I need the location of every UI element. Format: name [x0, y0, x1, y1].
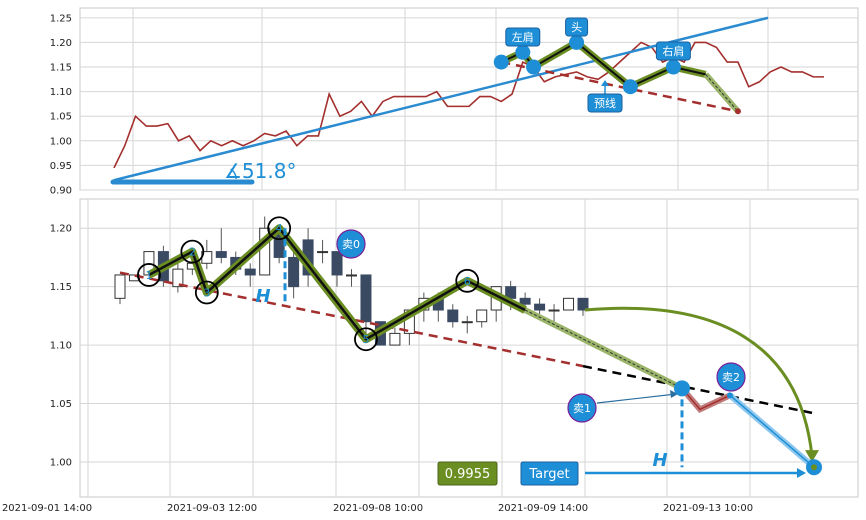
candle-body [346, 274, 357, 277]
candle-body [577, 297, 589, 311]
target-badge-box [520, 461, 579, 486]
h-label-left: H [255, 286, 270, 307]
h-label-right: H [652, 450, 667, 471]
top-y-tick-label: 1.00 [50, 136, 72, 147]
pivot-label: 1 [145, 269, 152, 282]
candle-body [317, 251, 329, 254]
top-target-dot [734, 108, 741, 115]
candle-body [389, 332, 401, 346]
label-left-shoulder: 左肩 [512, 30, 534, 44]
pivot-label: 2 [189, 246, 196, 259]
sell-marker-1: 卖1 [573, 402, 591, 415]
sell-marker-1-circle [567, 393, 597, 423]
target-badge: Target [528, 467, 569, 482]
price-badge-box [437, 461, 498, 486]
sell-marker-2: 卖2 [722, 371, 740, 384]
bottom-y-tick-label: 1.10 [50, 341, 72, 352]
bottom-y-tick-label: 1.20 [50, 224, 72, 235]
label-right-shoulder-box [655, 41, 691, 61]
projection-green-dash [524, 309, 683, 389]
candle-body [476, 309, 488, 323]
candle-body [215, 251, 227, 258]
candle-body [288, 256, 300, 288]
top-y-tick-label: 0.90 [50, 186, 72, 197]
top-y-tick-label: 1.05 [50, 112, 72, 123]
top-neckline [501, 60, 739, 113]
top-pattern-dot [665, 59, 681, 75]
bottom-y-tick-label: 1.15 [50, 282, 72, 293]
target-dot-center [811, 464, 817, 471]
pivot-circle [354, 327, 378, 352]
label-left-shoulder-box [505, 27, 541, 47]
pivot-circle [194, 280, 219, 305]
candle-body [128, 274, 140, 282]
candle-body [461, 321, 473, 324]
pivot-label: 3 [203, 286, 210, 299]
candle-body [244, 268, 256, 276]
top-y-tick-label: 1.20 [50, 38, 72, 49]
bottom-y-tick-label: 1.00 [50, 457, 72, 468]
sell-1-pointer [596, 393, 677, 404]
pivot-circle [137, 263, 161, 287]
label-right-shoulder: 右肩 [662, 44, 684, 58]
label-forecast: 预线 [594, 96, 616, 110]
bottom-y-tick-label: 1.05 [50, 399, 72, 410]
candle-body [259, 227, 271, 276]
top-y-tick-label: 1.10 [50, 87, 72, 98]
price-badge: 0.9955 [445, 467, 491, 482]
sell-2-dot [727, 392, 733, 399]
top-pattern-dot [515, 44, 531, 60]
sell-marker-2-circle [716, 362, 746, 392]
candle-body [447, 309, 459, 323]
label-head: 头 [571, 21, 582, 34]
top-y-tick-label: 1.15 [50, 63, 72, 74]
label-head-box [565, 17, 589, 37]
top-pattern-projection-dash [705, 74, 739, 112]
top-y-tick-label: 1.25 [50, 13, 72, 24]
top-pattern-dot [622, 79, 638, 95]
forecast-arrowhead [601, 80, 609, 86]
candle-body [172, 268, 184, 288]
x-tick-label: 2021-09-01 14:00 [2, 503, 92, 514]
projection-red-inner [681, 387, 731, 411]
candle-body [114, 274, 126, 299]
target-arrowhead [797, 468, 806, 478]
x-tick-label: 2021-09-03 12:00 [167, 503, 257, 514]
candle-body [519, 297, 531, 305]
label-forecast-box [587, 93, 623, 113]
x-tick-label: 2021-09-09 14:00 [498, 503, 588, 514]
x-tick-label: 2021-09-08 10:00 [333, 503, 423, 514]
sell-marker-0-circle [336, 229, 366, 259]
sell-marker-0: 卖0 [342, 238, 360, 251]
top-pattern-dot [526, 59, 542, 75]
top-plot-frame [79, 7, 859, 191]
x-tick-label: 2021-09-13 10:00 [663, 503, 753, 514]
candle-body [548, 309, 560, 312]
target-curve [584, 306, 814, 457]
pivot-circle [267, 216, 292, 241]
zigzag-inner [148, 226, 526, 341]
bottom-neckline-extension [582, 364, 813, 415]
sell-1-pointer-head [670, 390, 678, 398]
bottom-plot-frame [79, 198, 859, 498]
candle-body [360, 274, 372, 323]
candle-body [331, 251, 343, 276]
pivot-label: 5 [362, 333, 369, 346]
pivot-circle [455, 268, 480, 293]
top-angle-label: ∡51.8° [224, 159, 296, 183]
top-pattern-dot [569, 34, 585, 50]
target-curve-arrowhead [805, 450, 819, 463]
top-y-tick-label: 0.95 [50, 161, 72, 172]
candle-body [534, 303, 546, 311]
projection-blue-inner [729, 394, 815, 468]
top-price-line [113, 41, 824, 169]
top-pattern-dot [493, 54, 509, 70]
pivot-label: 6 [464, 275, 471, 288]
candle-body [563, 297, 575, 311]
pivot-circle [180, 239, 205, 264]
pivot-label: 4 [276, 222, 283, 235]
sell-1-dot [674, 380, 690, 397]
